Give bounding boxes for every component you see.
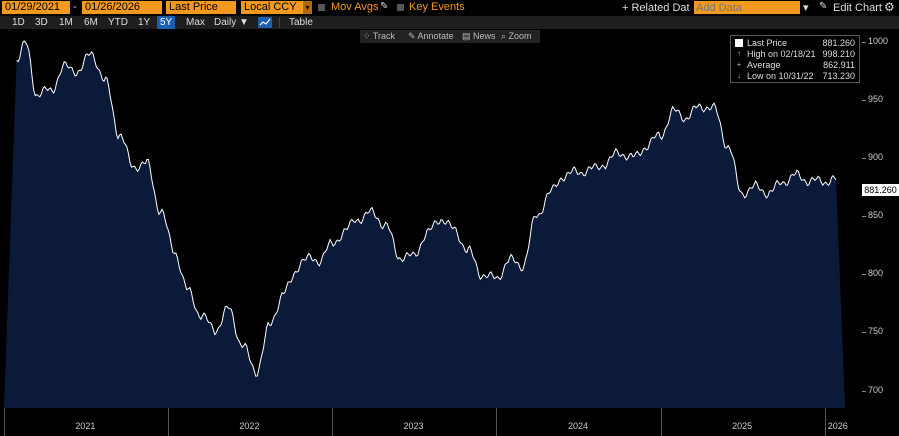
x-year-divider (660, 408, 662, 436)
table-button[interactable]: Table (289, 17, 313, 28)
frequency-label: Daily (214, 17, 237, 28)
news-button[interactable]: ▤ News (462, 31, 496, 41)
chart-tools: ⁘ Track ✎ Annotate ▤ News ⌕ Zoom (360, 30, 540, 43)
x-year-divider (168, 408, 170, 436)
field-selector[interactable]: Last Price (166, 1, 236, 14)
edit-chart-button[interactable]: Edit Chart (833, 2, 882, 14)
legend-last-label: Last Price (747, 38, 788, 48)
gear-icon[interactable]: ⚙ (884, 0, 895, 14)
legend: Last Price 881.260 ↑ High on 02/18/21 99… (730, 35, 860, 83)
legend-low-row: ↓ Low on 10/31/22 713.230 (733, 71, 857, 82)
news-label: News (473, 31, 496, 41)
x-tick-label: 2025 (732, 421, 753, 431)
annotate-label: Annotate (417, 31, 454, 41)
key-events-label[interactable]: Key Events (409, 1, 465, 13)
price-area (4, 40, 845, 409)
top-toolbar: 01/29/2021 - 01/26/2026 Last Price Local… (0, 0, 899, 16)
end-date-field[interactable]: 01/26/2026 (82, 1, 162, 14)
frequency-selector[interactable]: Daily ▼ (214, 17, 249, 28)
range-3d[interactable]: 3D (35, 17, 48, 28)
y-tick-mark (862, 41, 866, 43)
price-line (16, 40, 837, 377)
y-tick-mark (862, 99, 866, 101)
y-tick-mark (862, 216, 866, 218)
x-tick-label: 2026 (827, 421, 848, 431)
annotate-button[interactable]: ✎ Annotate (408, 31, 454, 41)
date-separator: - (73, 1, 77, 13)
x-year-divider (496, 408, 498, 436)
y-tick-label: 700 (868, 384, 884, 395)
last-price-marker: 881.260 (862, 184, 899, 196)
legend-swatch (735, 39, 743, 47)
currency-selector[interactable]: Local CCY (241, 1, 303, 14)
price-chart[interactable] (0, 30, 899, 436)
y-tick-label: 950 (868, 93, 884, 104)
zoom-button[interactable]: ⌕ Zoom (501, 31, 532, 41)
y-tick-label: 850 (868, 210, 884, 221)
legend-low-label: Low on 10/31/22 (747, 71, 814, 81)
legend-avg-label: Average (747, 60, 781, 70)
y-tick-mark (862, 274, 866, 276)
track-label: Track (372, 31, 396, 41)
pencil-icon[interactable]: ✎ (380, 1, 389, 12)
range-1d[interactable]: 1D (12, 17, 25, 28)
y-tick-mark (862, 157, 866, 159)
x-tick-label: 2023 (403, 421, 424, 431)
related-data-button[interactable]: + Related Dat (622, 2, 690, 14)
x-year-divider (332, 408, 334, 436)
legend-high-value: 998.210 (822, 49, 855, 59)
range-bar: 1D 3D 1M 6M YTD 1Y 5Y Max Daily ▼ Table (0, 16, 899, 29)
low-marker-icon: ↓ (737, 71, 741, 80)
high-marker-icon: ↑ (737, 49, 741, 58)
average-marker-icon: + (736, 60, 742, 69)
key-events-checkbox[interactable] (397, 4, 404, 11)
y-tick-mark (862, 332, 866, 334)
legend-avg-value: 862.911 (823, 60, 855, 70)
legend-avg-row: + Average 862.911 (733, 60, 857, 71)
y-tick-mark (862, 390, 866, 392)
mov-avgs-checkbox[interactable] (318, 4, 325, 11)
range-max[interactable]: Max (186, 17, 205, 28)
zoom-label: Zoom (508, 31, 532, 41)
range-1y[interactable]: 1Y (138, 17, 151, 28)
range-ytd[interactable]: YTD (108, 17, 128, 28)
legend-high-label: High on 02/18/21 (747, 49, 816, 59)
currency-dropdown-icon[interactable]: ▾ (303, 1, 312, 14)
track-button[interactable]: ⁘ Track (363, 31, 396, 41)
x-year-divider (824, 408, 826, 436)
x-year-divider (4, 408, 5, 436)
x-tick-label: 2021 (75, 421, 96, 431)
legend-low-value: 713.230 (822, 71, 855, 81)
legend-last-value: 881.260 (822, 38, 855, 48)
add-data-input[interactable] (694, 1, 800, 14)
mov-avgs-label[interactable]: Mov Avgs (331, 1, 379, 13)
x-tick-label: 2022 (239, 421, 260, 431)
start-date-field[interactable]: 01/29/2021 (2, 1, 70, 14)
y-tick-label: 800 (868, 268, 884, 279)
range-6m[interactable]: 6M (84, 17, 98, 28)
range-1m[interactable]: 1M (59, 17, 73, 28)
line-chart-icon[interactable] (258, 17, 272, 28)
x-tick-label: 2024 (568, 421, 589, 431)
dropdown-icon[interactable]: ▾ (803, 2, 809, 14)
divider (279, 17, 280, 28)
edit-icon[interactable]: ✎ (819, 1, 828, 12)
legend-high-row: ↑ High on 02/18/21 998.210 (733, 49, 857, 60)
legend-last-row: Last Price 881.260 (733, 38, 857, 49)
y-tick-label: 900 (868, 151, 884, 162)
y-tick-label: 750 (868, 326, 884, 337)
y-tick-label: 1000 (868, 35, 889, 46)
range-5y[interactable]: 5Y (157, 16, 176, 29)
plot-area (4, 40, 845, 409)
